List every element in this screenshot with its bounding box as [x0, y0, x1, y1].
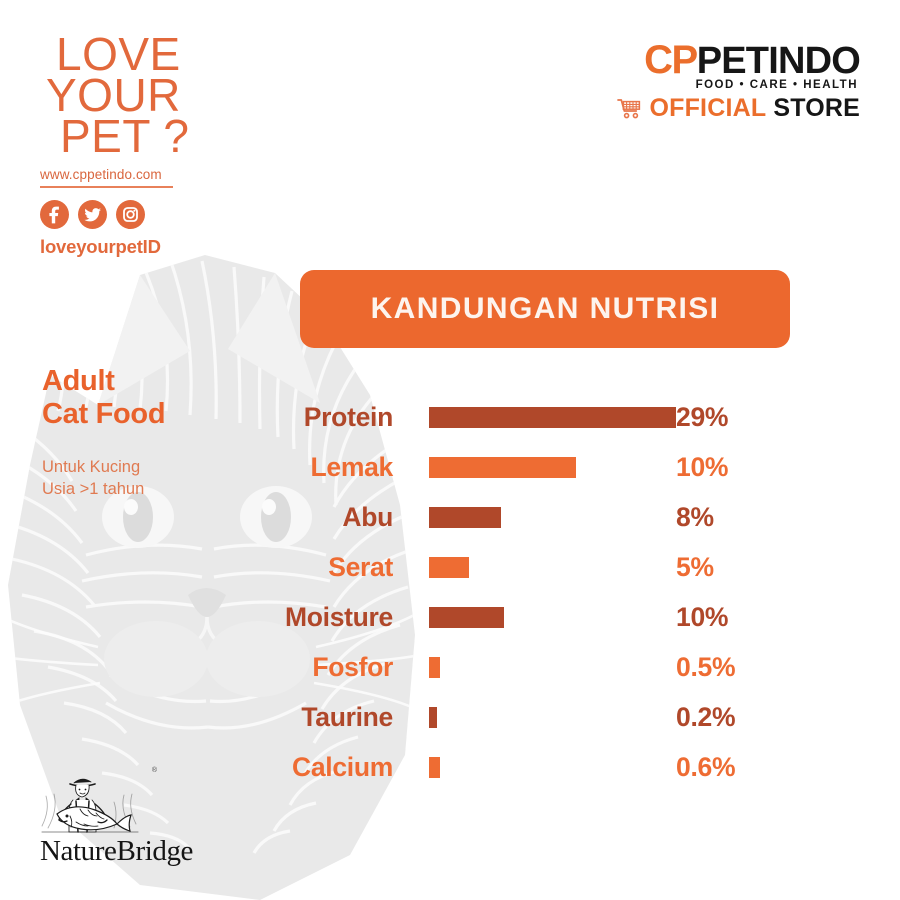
official-label: OFFICIAL	[649, 94, 767, 122]
product-name: Adult Cat Food	[42, 365, 166, 431]
nutrient-label: Taurine	[301, 701, 393, 732]
nutrient-value: 5%	[676, 551, 714, 582]
nutrient-bar-track	[393, 706, 676, 728]
nutrient-bar	[429, 606, 504, 628]
cp-mark: CP	[644, 38, 698, 82]
nutrition-bar-chart: Protein 29% Lemak 10% Abu 8% Serat 5% Moisture 10…	[250, 392, 860, 792]
product-age-note-line-1: Untuk Kucing	[42, 458, 141, 476]
nutrient-value: 0.6%	[676, 751, 736, 782]
nutrition-banner: KANDUNGAN NUTRISI	[300, 270, 790, 348]
nutrient-bar	[429, 506, 501, 528]
tagline-line-1: LOVE	[56, 28, 181, 80]
nutrient-row: Calcium 0.6%	[250, 742, 860, 792]
tagline-line-3: PET ?	[60, 110, 190, 162]
nutrient-bar	[429, 756, 440, 778]
cp-petindo-official-store-logo: CP PETINDO FOOD • CARE • HEALTH OFFICIAL…	[617, 38, 861, 123]
social-handle: loveyourpetID	[40, 235, 161, 257]
facebook-icon[interactable]	[40, 199, 69, 229]
instagram-icon[interactable]	[116, 199, 145, 229]
nutrient-value: 10%	[676, 601, 729, 632]
nutrient-row: Fosfor 0.5%	[250, 642, 860, 692]
nutrient-label: Calcium	[292, 751, 393, 782]
divider-line	[40, 186, 173, 188]
nutrient-label: Abu	[342, 501, 393, 532]
nutrient-label: Fosfor	[312, 651, 393, 682]
website-url[interactable]: www.cppetindo.com	[40, 167, 162, 182]
fisherman-with-fish-illustration	[41, 778, 139, 833]
twitter-icon[interactable]	[78, 199, 107, 229]
product-age-note-line-2: Usia >1 tahun	[42, 480, 145, 498]
nutrient-value: 0.2%	[676, 701, 736, 732]
nutrient-row: Serat 5%	[250, 542, 860, 592]
nutrient-bar-track	[393, 656, 676, 678]
nutrient-bar-track	[393, 456, 676, 478]
nutrient-bar	[429, 456, 576, 478]
nutrient-label: Lemak	[310, 451, 394, 482]
nutrient-bar	[429, 656, 440, 678]
nutrient-label: Protein	[303, 401, 394, 432]
nutrient-label: Moisture	[284, 601, 393, 632]
nutrient-row: Protein 29%	[250, 392, 860, 442]
product-name-line-1: Adult	[42, 365, 115, 397]
store-label: STORE	[773, 94, 860, 122]
product-age-note: Untuk Kucing Usia >1 tahun	[42, 456, 165, 500]
nutrient-value: 29%	[676, 401, 729, 432]
cp-logo-row-primary: CP PETINDO	[617, 38, 861, 83]
product-info: Adult Cat Food Untuk Kucing Usia >1 tahu…	[42, 365, 166, 500]
nutrient-bar	[429, 556, 469, 578]
naturebridge-logo-top: ®	[40, 767, 240, 834]
product-name-line-2: Cat Food	[42, 398, 166, 430]
nutrient-bar-track	[393, 756, 676, 778]
nutrient-row: Abu 8%	[250, 492, 860, 542]
cp-tagline: FOOD • CARE • HEALTH	[695, 79, 858, 91]
registered-trademark-mark: ®	[151, 767, 157, 774]
naturebridge-wordmark: NatureBridge	[40, 835, 194, 867]
nutrient-bar-track	[393, 506, 676, 528]
nutrient-bar	[429, 706, 437, 728]
nutrient-row: Lemak 10%	[250, 442, 860, 492]
nutrient-value: 0.5%	[676, 651, 736, 682]
social-links	[40, 199, 270, 229]
naturebridge-logo: ® NatureBridge	[40, 767, 240, 868]
tagline-line-2: YOUR	[46, 69, 181, 121]
banner-title: KANDUNGAN NUTRISI	[370, 292, 720, 325]
nutrient-value: 8%	[676, 501, 714, 532]
nutrient-row: Taurine 0.2%	[250, 692, 860, 742]
cp-logo-row-secondary: OFFICIAL STORE	[617, 94, 860, 123]
nutrient-row: Moisture 10%	[250, 592, 860, 642]
nutrient-value: 10%	[676, 451, 729, 482]
petindo-wordmark: PETINDO	[696, 40, 861, 82]
love-your-pet-logo: LOVE YOUR PET ? www.cppetindo.com	[40, 28, 270, 258]
nutrient-label: Serat	[328, 551, 393, 582]
nutrient-bar-track	[393, 556, 676, 578]
nutrient-bar-track	[393, 406, 676, 428]
shopping-cart-icon	[617, 98, 642, 119]
nutrient-bar-track	[393, 606, 676, 628]
nutrient-bar	[429, 406, 676, 428]
